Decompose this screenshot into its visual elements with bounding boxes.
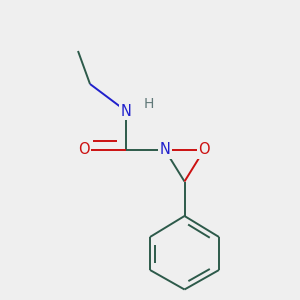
Text: N: N xyxy=(160,142,170,158)
Text: O: O xyxy=(198,142,210,158)
Text: N: N xyxy=(121,103,131,118)
Text: H: H xyxy=(143,97,154,110)
Text: O: O xyxy=(78,142,90,158)
